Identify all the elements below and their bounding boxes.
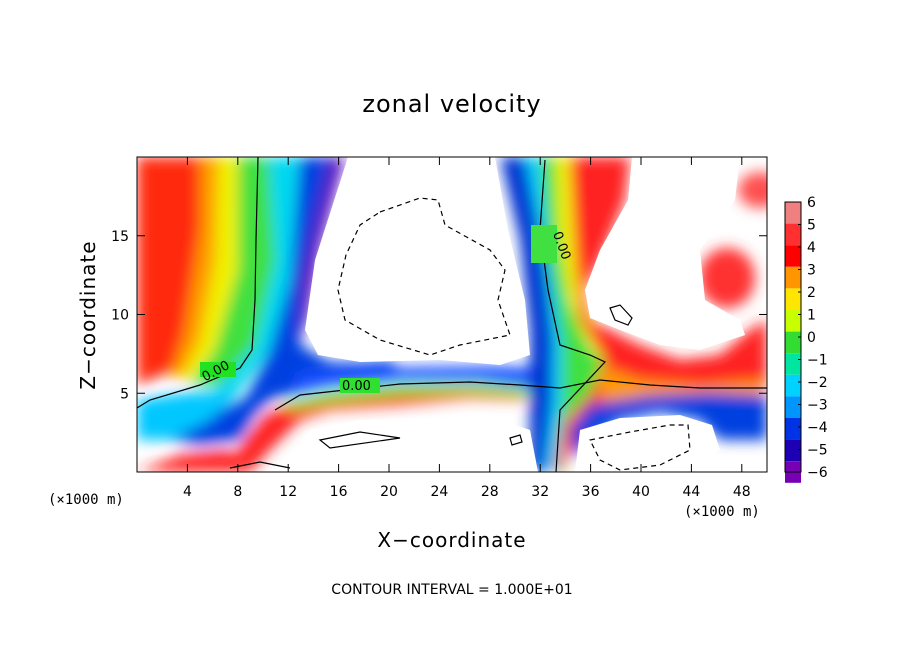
x-axis-ticks: 4 8 12 16 20 24 28 32 36 40 44 48 [183, 157, 751, 500]
colorbar-tick-label: 5 [807, 218, 816, 234]
contour-bottom-loop-2 [509, 434, 523, 446]
colorbar: 6 5 4 3 2 1 0 −1 −2 −3 −4 −5 −6 [784, 195, 828, 483]
x-axis-label: X−coordinate [377, 528, 526, 552]
contour-label-bg-1 [200, 362, 236, 377]
colorbar-swatch [785, 202, 801, 224]
colorbar-swatch [785, 245, 801, 267]
colorbar-tick-label: −2 [807, 375, 828, 391]
field-band-right-low-blue [570, 392, 767, 460]
colorbar-swatch [785, 288, 801, 310]
x-tick-label: 36 [582, 484, 600, 500]
colorbar-swatch [785, 374, 801, 397]
colorbar-tick-label: −3 [807, 398, 828, 414]
y-tick-label: 15 [111, 229, 129, 245]
field-band-right-blue [500, 157, 555, 472]
field-band-left-yellow [180, 157, 240, 380]
colorbar-tick-label: 1 [807, 308, 816, 324]
colorbar-tick-label: −6 [807, 465, 828, 481]
x-tick-label: 32 [531, 484, 549, 500]
contour-zero-left [137, 157, 259, 409]
x-tick-label: 16 [330, 484, 348, 500]
colorbar-tick-label: −4 [807, 420, 828, 436]
colorbar-swatch [785, 310, 801, 332]
colorbar-swatch [785, 396, 801, 418]
plot-area: 0.00 0.00 0.00 [137, 157, 767, 472]
contour-negative-bottom-right [589, 424, 691, 471]
contour-small-loop [609, 304, 633, 326]
contour-bottom-loop-3 [229, 461, 291, 469]
x-axis-unit-label: (×1000 m) [684, 504, 760, 520]
x-tick-label: 12 [279, 484, 297, 500]
field-region-white-bottom-right [575, 415, 720, 472]
contour-label-group: 0.00 0.00 0.00 [200, 225, 573, 394]
field-region-white-right [585, 157, 745, 350]
colorbar-tick-label: 4 [807, 240, 816, 256]
y-axis-unit-label: (×1000 m) [48, 492, 124, 508]
y-axis-label: Z−coordinate [76, 240, 100, 389]
field-blob-red [699, 248, 755, 308]
field-region-white-center [305, 157, 530, 365]
x-tick-label: 48 [733, 484, 751, 500]
contour-interval-footer: CONTOUR INTERVAL = 1.000E+01 [331, 582, 572, 598]
field-blob-red-top [738, 172, 767, 208]
colorbar-tick-label: 3 [807, 263, 816, 279]
x-tick-label: 40 [632, 484, 650, 500]
y-axis-ticks: 5 10 15 [111, 229, 767, 402]
contour-label-bg-3 [531, 225, 557, 263]
colorbar-tick-label: 2 [807, 285, 816, 301]
contour-zero-middle [274, 379, 767, 411]
field-band-right-orange [600, 365, 767, 400]
field-band-lower-red [225, 390, 530, 472]
colorbar-swatch [785, 439, 801, 462]
field-band-low-cyan [137, 392, 240, 440]
colorbar-tick-label: −5 [807, 443, 828, 459]
colorbar-swatch [785, 223, 801, 246]
field-band-right-cyan [525, 157, 570, 472]
field-band-left-orange [170, 157, 220, 378]
field-band-lower-blue [290, 366, 545, 395]
contour-lines [137, 157, 767, 472]
x-tick-label: 8 [233, 484, 242, 500]
x-tick-label: 24 [430, 484, 448, 500]
colorbar-tick-label: −1 [807, 353, 828, 369]
field-band-right-yellow [555, 157, 615, 360]
field-band-lower-green [280, 384, 530, 410]
colorbar-tick-label: 6 [807, 195, 816, 211]
y-tick-label: 5 [120, 386, 129, 402]
contour-label-2: 0.00 [342, 379, 371, 394]
x-tick-label: 28 [481, 484, 499, 500]
contour-negative-center [337, 197, 511, 356]
field-band-left-cyan [200, 157, 300, 400]
colorbar-swatch [785, 353, 801, 375]
colorbar-swatch [785, 266, 801, 289]
x-tick-label: 44 [682, 484, 700, 500]
contour-bottom-loop [318, 431, 401, 449]
y-tick-label: 10 [111, 308, 129, 324]
field-region-white-bottom [290, 418, 538, 472]
x-tick-label: 4 [183, 484, 192, 500]
colorbar-swatch [785, 331, 801, 354]
colorbar-swatch [785, 418, 801, 440]
contour-label-bg-2 [340, 378, 380, 393]
x-tick-label: 20 [380, 484, 398, 500]
chart-title: zonal velocity [362, 90, 541, 118]
colorbar-tick-label: 0 [807, 330, 816, 346]
field-band-left-red [137, 157, 205, 385]
field-band-bottom-red [137, 450, 250, 472]
